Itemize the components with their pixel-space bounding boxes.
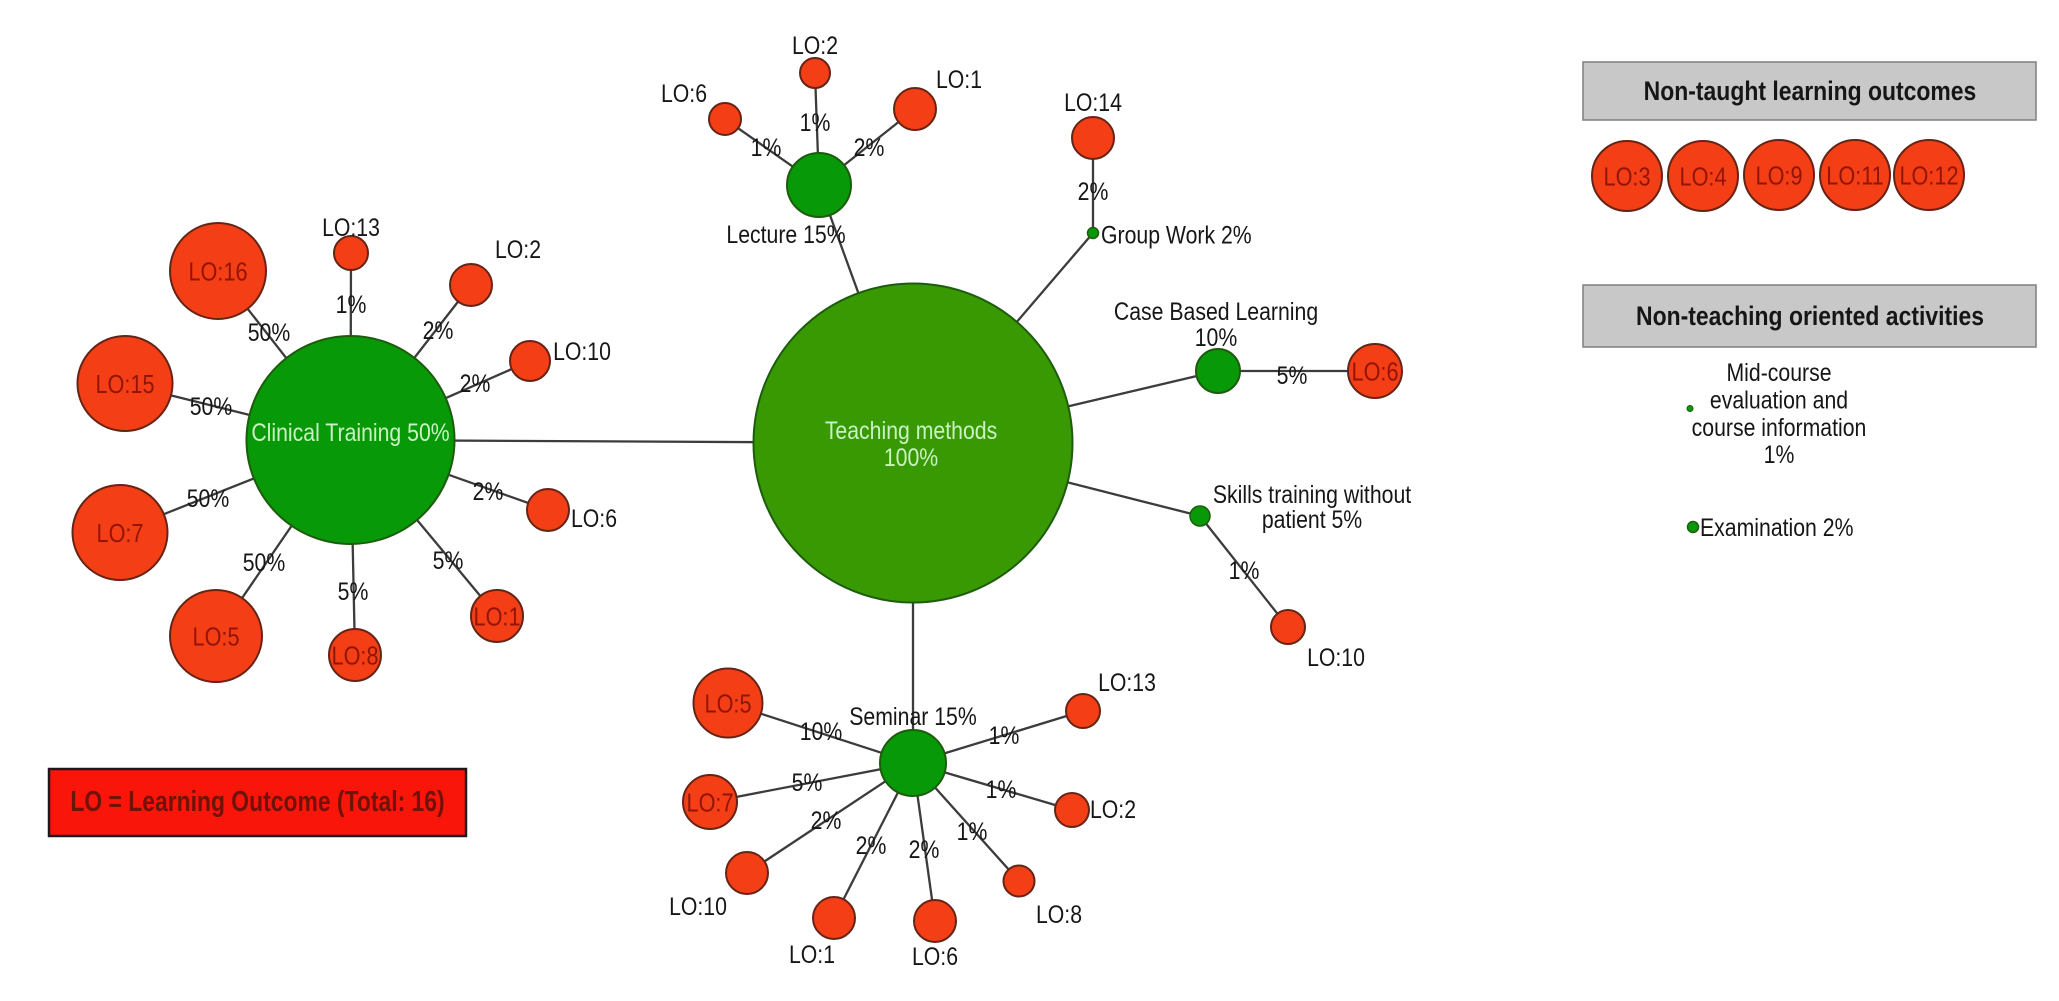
svg-text:LO:5: LO:5 <box>193 624 240 652</box>
svg-text:Non-taught learning outcomes: Non-taught learning outcomes <box>1644 76 1977 106</box>
svg-text:Examination 2%: Examination 2% <box>1700 513 1853 541</box>
svg-text:LO:1: LO:1 <box>474 604 521 632</box>
svg-text:2%: 2% <box>473 477 504 505</box>
svg-text:LO:4: LO:4 <box>1680 164 1727 192</box>
svg-text:5%: 5% <box>792 768 823 796</box>
svg-text:LO:6: LO:6 <box>1352 359 1399 387</box>
svg-text:LO:15: LO:15 <box>95 371 154 399</box>
svg-text:Teaching methods: Teaching methods <box>825 416 997 444</box>
svg-text:LO:2: LO:2 <box>792 31 838 59</box>
svg-text:5%: 5% <box>433 546 464 574</box>
svg-text:2%: 2% <box>460 369 491 397</box>
svg-text:100%: 100% <box>884 443 938 471</box>
svg-text:Seminar 15%: Seminar 15% <box>849 702 976 730</box>
svg-text:Group Work 2%: Group Work 2% <box>1101 221 1252 249</box>
svg-text:1%: 1% <box>336 290 367 318</box>
svg-text:LO:13: LO:13 <box>322 213 380 241</box>
svg-text:Skills training without: Skills training without <box>1213 480 1412 508</box>
svg-text:patient 5%: patient 5% <box>1262 505 1362 533</box>
svg-text:LO:6: LO:6 <box>912 942 958 970</box>
svg-text:LO:6: LO:6 <box>571 504 617 532</box>
svg-text:50%: 50% <box>187 484 230 512</box>
svg-text:10%: 10% <box>800 717 843 745</box>
svg-text:2%: 2% <box>1078 177 1109 205</box>
svg-text:1%: 1% <box>957 817 988 845</box>
svg-text:2%: 2% <box>811 806 842 834</box>
svg-text:50%: 50% <box>190 392 233 420</box>
svg-text:LO:12: LO:12 <box>1899 163 1958 191</box>
svg-text:Case Based Learning: Case Based Learning <box>1114 297 1318 325</box>
svg-text:1%: 1% <box>751 133 782 161</box>
svg-text:LO:16: LO:16 <box>188 259 247 287</box>
svg-text:1%: 1% <box>986 775 1017 803</box>
svg-text:course information: course information <box>1692 413 1867 441</box>
svg-text:LO:6: LO:6 <box>661 79 707 107</box>
svg-text:2%: 2% <box>856 831 887 859</box>
svg-text:LO:3: LO:3 <box>1604 164 1651 192</box>
svg-text:LO:2: LO:2 <box>1090 795 1136 823</box>
svg-text:LO:1: LO:1 <box>936 65 982 93</box>
svg-text:LO:13: LO:13 <box>1098 668 1156 696</box>
svg-text:LO:8: LO:8 <box>1036 900 1082 928</box>
svg-text:1%: 1% <box>1229 556 1260 584</box>
svg-text:LO:5: LO:5 <box>705 691 752 719</box>
svg-text:LO:1: LO:1 <box>789 940 835 968</box>
svg-text:5%: 5% <box>338 577 369 605</box>
svg-text:1%: 1% <box>800 108 831 136</box>
svg-text:LO:7: LO:7 <box>97 520 144 548</box>
svg-text:5%: 5% <box>1277 361 1308 389</box>
svg-text:Non-teaching oriented activiti: Non-teaching oriented activities <box>1636 301 1984 331</box>
svg-text:LO:9: LO:9 <box>1756 163 1803 191</box>
svg-text:Clinical Training 50%: Clinical Training 50% <box>251 418 449 446</box>
svg-text:LO:14: LO:14 <box>1064 88 1122 116</box>
svg-text:50%: 50% <box>243 548 286 576</box>
svg-text:1%: 1% <box>1764 441 1795 469</box>
svg-text:50%: 50% <box>248 318 291 346</box>
svg-text:Mid-course: Mid-course <box>1726 358 1831 386</box>
svg-text:2%: 2% <box>909 835 940 863</box>
svg-text:LO = Learning Outcome (Total:: LO = Learning Outcome (Total: 16) <box>70 784 444 817</box>
svg-text:10%: 10% <box>1195 323 1238 351</box>
svg-text:LO:10: LO:10 <box>553 337 611 365</box>
svg-text:2%: 2% <box>423 316 454 344</box>
svg-text:2%: 2% <box>854 133 885 161</box>
svg-text:LO:2: LO:2 <box>495 235 541 263</box>
svg-text:1%: 1% <box>989 721 1020 749</box>
svg-text:LO:8: LO:8 <box>332 643 379 671</box>
svg-text:LO:7: LO:7 <box>687 790 734 818</box>
svg-text:LO:10: LO:10 <box>1307 643 1365 671</box>
svg-text:LO:10: LO:10 <box>669 892 727 920</box>
svg-text:evaluation and: evaluation and <box>1710 386 1848 414</box>
svg-text:Lecture 15%: Lecture 15% <box>726 220 845 248</box>
svg-text:LO:11: LO:11 <box>1826 163 1883 191</box>
